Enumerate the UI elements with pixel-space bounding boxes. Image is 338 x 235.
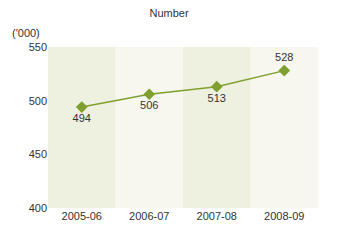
svg-text:550: 550	[29, 41, 47, 53]
svg-text:506: 506	[140, 99, 158, 111]
svg-text:528: 528	[275, 51, 293, 63]
svg-text:400: 400	[29, 202, 47, 214]
svg-text:513: 513	[208, 92, 226, 104]
svg-text:500: 500	[29, 95, 47, 107]
svg-text:2008-09: 2008-09	[264, 210, 304, 222]
svg-text:Number: Number	[149, 7, 188, 19]
svg-text:450: 450	[29, 148, 47, 160]
svg-text:('000): ('000)	[12, 27, 40, 39]
svg-text:494: 494	[73, 112, 91, 124]
svg-text:2005-06: 2005-06	[62, 210, 102, 222]
svg-text:2006-07: 2006-07	[129, 210, 169, 222]
svg-text:2007-08: 2007-08	[197, 210, 237, 222]
